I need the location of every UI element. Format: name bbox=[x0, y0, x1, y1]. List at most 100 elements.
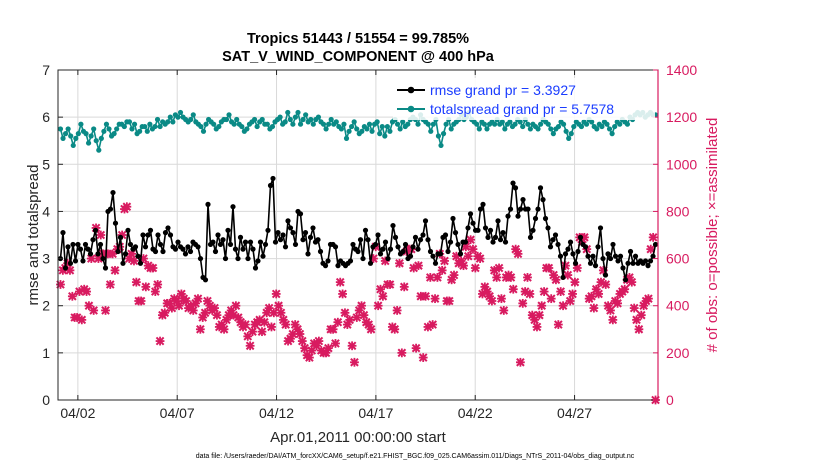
rmse-point bbox=[162, 230, 169, 236]
obs-assimilated-marker bbox=[219, 324, 229, 334]
obs-assimilated-marker bbox=[373, 301, 383, 311]
obs-assimilated-marker bbox=[440, 256, 449, 266]
spread-point bbox=[259, 116, 265, 123]
spread-point bbox=[231, 121, 237, 127]
rmse-point bbox=[480, 201, 486, 207]
obs-assimilated-marker bbox=[257, 327, 267, 337]
spread-point bbox=[341, 121, 347, 127]
obs-assimilated-marker bbox=[240, 320, 250, 329]
grid-layer bbox=[58, 70, 658, 400]
obs-assimilated-marker bbox=[551, 275, 561, 285]
obs-assimilated-marker bbox=[515, 357, 525, 367]
rmse-point bbox=[155, 232, 161, 238]
rmse-point bbox=[127, 241, 134, 248]
obs-assimilated-marker bbox=[77, 315, 87, 325]
spread-point bbox=[346, 128, 352, 134]
rmse-point bbox=[135, 253, 141, 259]
rmse-point bbox=[167, 232, 174, 238]
rmse-point bbox=[102, 265, 109, 271]
spread-point bbox=[492, 121, 498, 127]
rmse-point bbox=[487, 227, 494, 233]
spread-point bbox=[300, 116, 306, 123]
obs-assimilated-marker bbox=[565, 296, 575, 306]
spread-point bbox=[96, 147, 102, 153]
obs-assimilated-marker bbox=[82, 287, 91, 296]
obs-assimilated-marker bbox=[428, 320, 438, 329]
rmse-point bbox=[632, 253, 639, 259]
rmse-point bbox=[367, 260, 374, 266]
y-tick-label-left: 5 bbox=[42, 156, 50, 172]
rmse-point bbox=[132, 244, 139, 250]
rmse-point bbox=[117, 234, 124, 240]
rmse-point bbox=[182, 251, 189, 257]
rmse-point bbox=[205, 201, 211, 207]
spread-point bbox=[91, 126, 97, 132]
obs-assimilated-marker bbox=[556, 287, 566, 296]
rmse-point bbox=[62, 265, 69, 271]
obs-assimilated-marker bbox=[620, 284, 630, 294]
rmse-point bbox=[627, 248, 634, 255]
obs-assimilated-marker bbox=[561, 261, 570, 271]
spread-point bbox=[599, 123, 605, 130]
spread-point bbox=[425, 121, 431, 127]
spread-point bbox=[114, 126, 120, 132]
spread-point bbox=[285, 109, 291, 116]
spread-point bbox=[68, 133, 74, 139]
rmse-point bbox=[165, 225, 171, 231]
spread-point bbox=[405, 121, 411, 127]
spread-point bbox=[343, 135, 350, 141]
spread-point bbox=[512, 121, 518, 127]
rmse-point bbox=[80, 258, 86, 264]
rmse-point bbox=[297, 211, 304, 217]
obs-assimilated-marker bbox=[523, 273, 532, 282]
rmse-point bbox=[612, 253, 619, 259]
rmse-point bbox=[427, 248, 434, 255]
obs-assimilated-marker bbox=[492, 273, 502, 282]
spread-point bbox=[484, 126, 490, 132]
rmse-point bbox=[357, 237, 364, 243]
spread-point bbox=[320, 121, 327, 127]
rmse-point bbox=[377, 251, 384, 257]
spread-point bbox=[126, 119, 133, 125]
rmse-point bbox=[147, 227, 154, 233]
obs-assimilated-marker bbox=[534, 310, 544, 320]
obs-assimilated-marker bbox=[513, 249, 523, 259]
rmse-point bbox=[422, 218, 429, 224]
rmse-point bbox=[392, 234, 399, 240]
spread-point bbox=[297, 121, 304, 127]
obs-assimilated-marker bbox=[276, 308, 286, 318]
rmse-point bbox=[160, 248, 166, 255]
rmse-point bbox=[217, 241, 224, 248]
rmse-point bbox=[175, 239, 181, 245]
obs-assimilated-marker bbox=[300, 343, 310, 353]
obs-assimilated-marker bbox=[392, 306, 402, 315]
rmse-point bbox=[432, 260, 439, 266]
rmse-point bbox=[382, 239, 389, 245]
rmse-point bbox=[620, 265, 626, 271]
rmse-point bbox=[350, 241, 356, 248]
obs-assimilated-marker bbox=[511, 244, 521, 254]
obs-assimilated-marker bbox=[636, 310, 646, 320]
spread-point bbox=[147, 121, 153, 127]
spread-point bbox=[440, 131, 447, 137]
obs-assimilated-marker bbox=[466, 235, 476, 245]
spread-point bbox=[583, 121, 590, 127]
y-tick-label-right: 1400 bbox=[666, 62, 697, 78]
rmse-point bbox=[145, 232, 151, 238]
spread-point bbox=[430, 121, 436, 127]
obs-assimilated-marker bbox=[174, 301, 184, 311]
y-tick-label-left: 6 bbox=[42, 109, 50, 125]
obs-assimilated-marker bbox=[558, 301, 568, 311]
rmse-point bbox=[325, 258, 331, 264]
obs-assimilated-marker bbox=[323, 343, 333, 353]
rmse-point bbox=[227, 241, 234, 248]
rmse-point bbox=[142, 244, 149, 250]
rmse-point bbox=[597, 225, 604, 231]
rmse-point bbox=[447, 239, 454, 245]
rmse-point bbox=[157, 241, 164, 248]
x-tick-label: 04/12 bbox=[259, 405, 294, 421]
spread-point bbox=[369, 128, 375, 134]
spread-point bbox=[338, 126, 344, 132]
spread-point bbox=[326, 121, 332, 127]
spread-point bbox=[594, 126, 600, 132]
